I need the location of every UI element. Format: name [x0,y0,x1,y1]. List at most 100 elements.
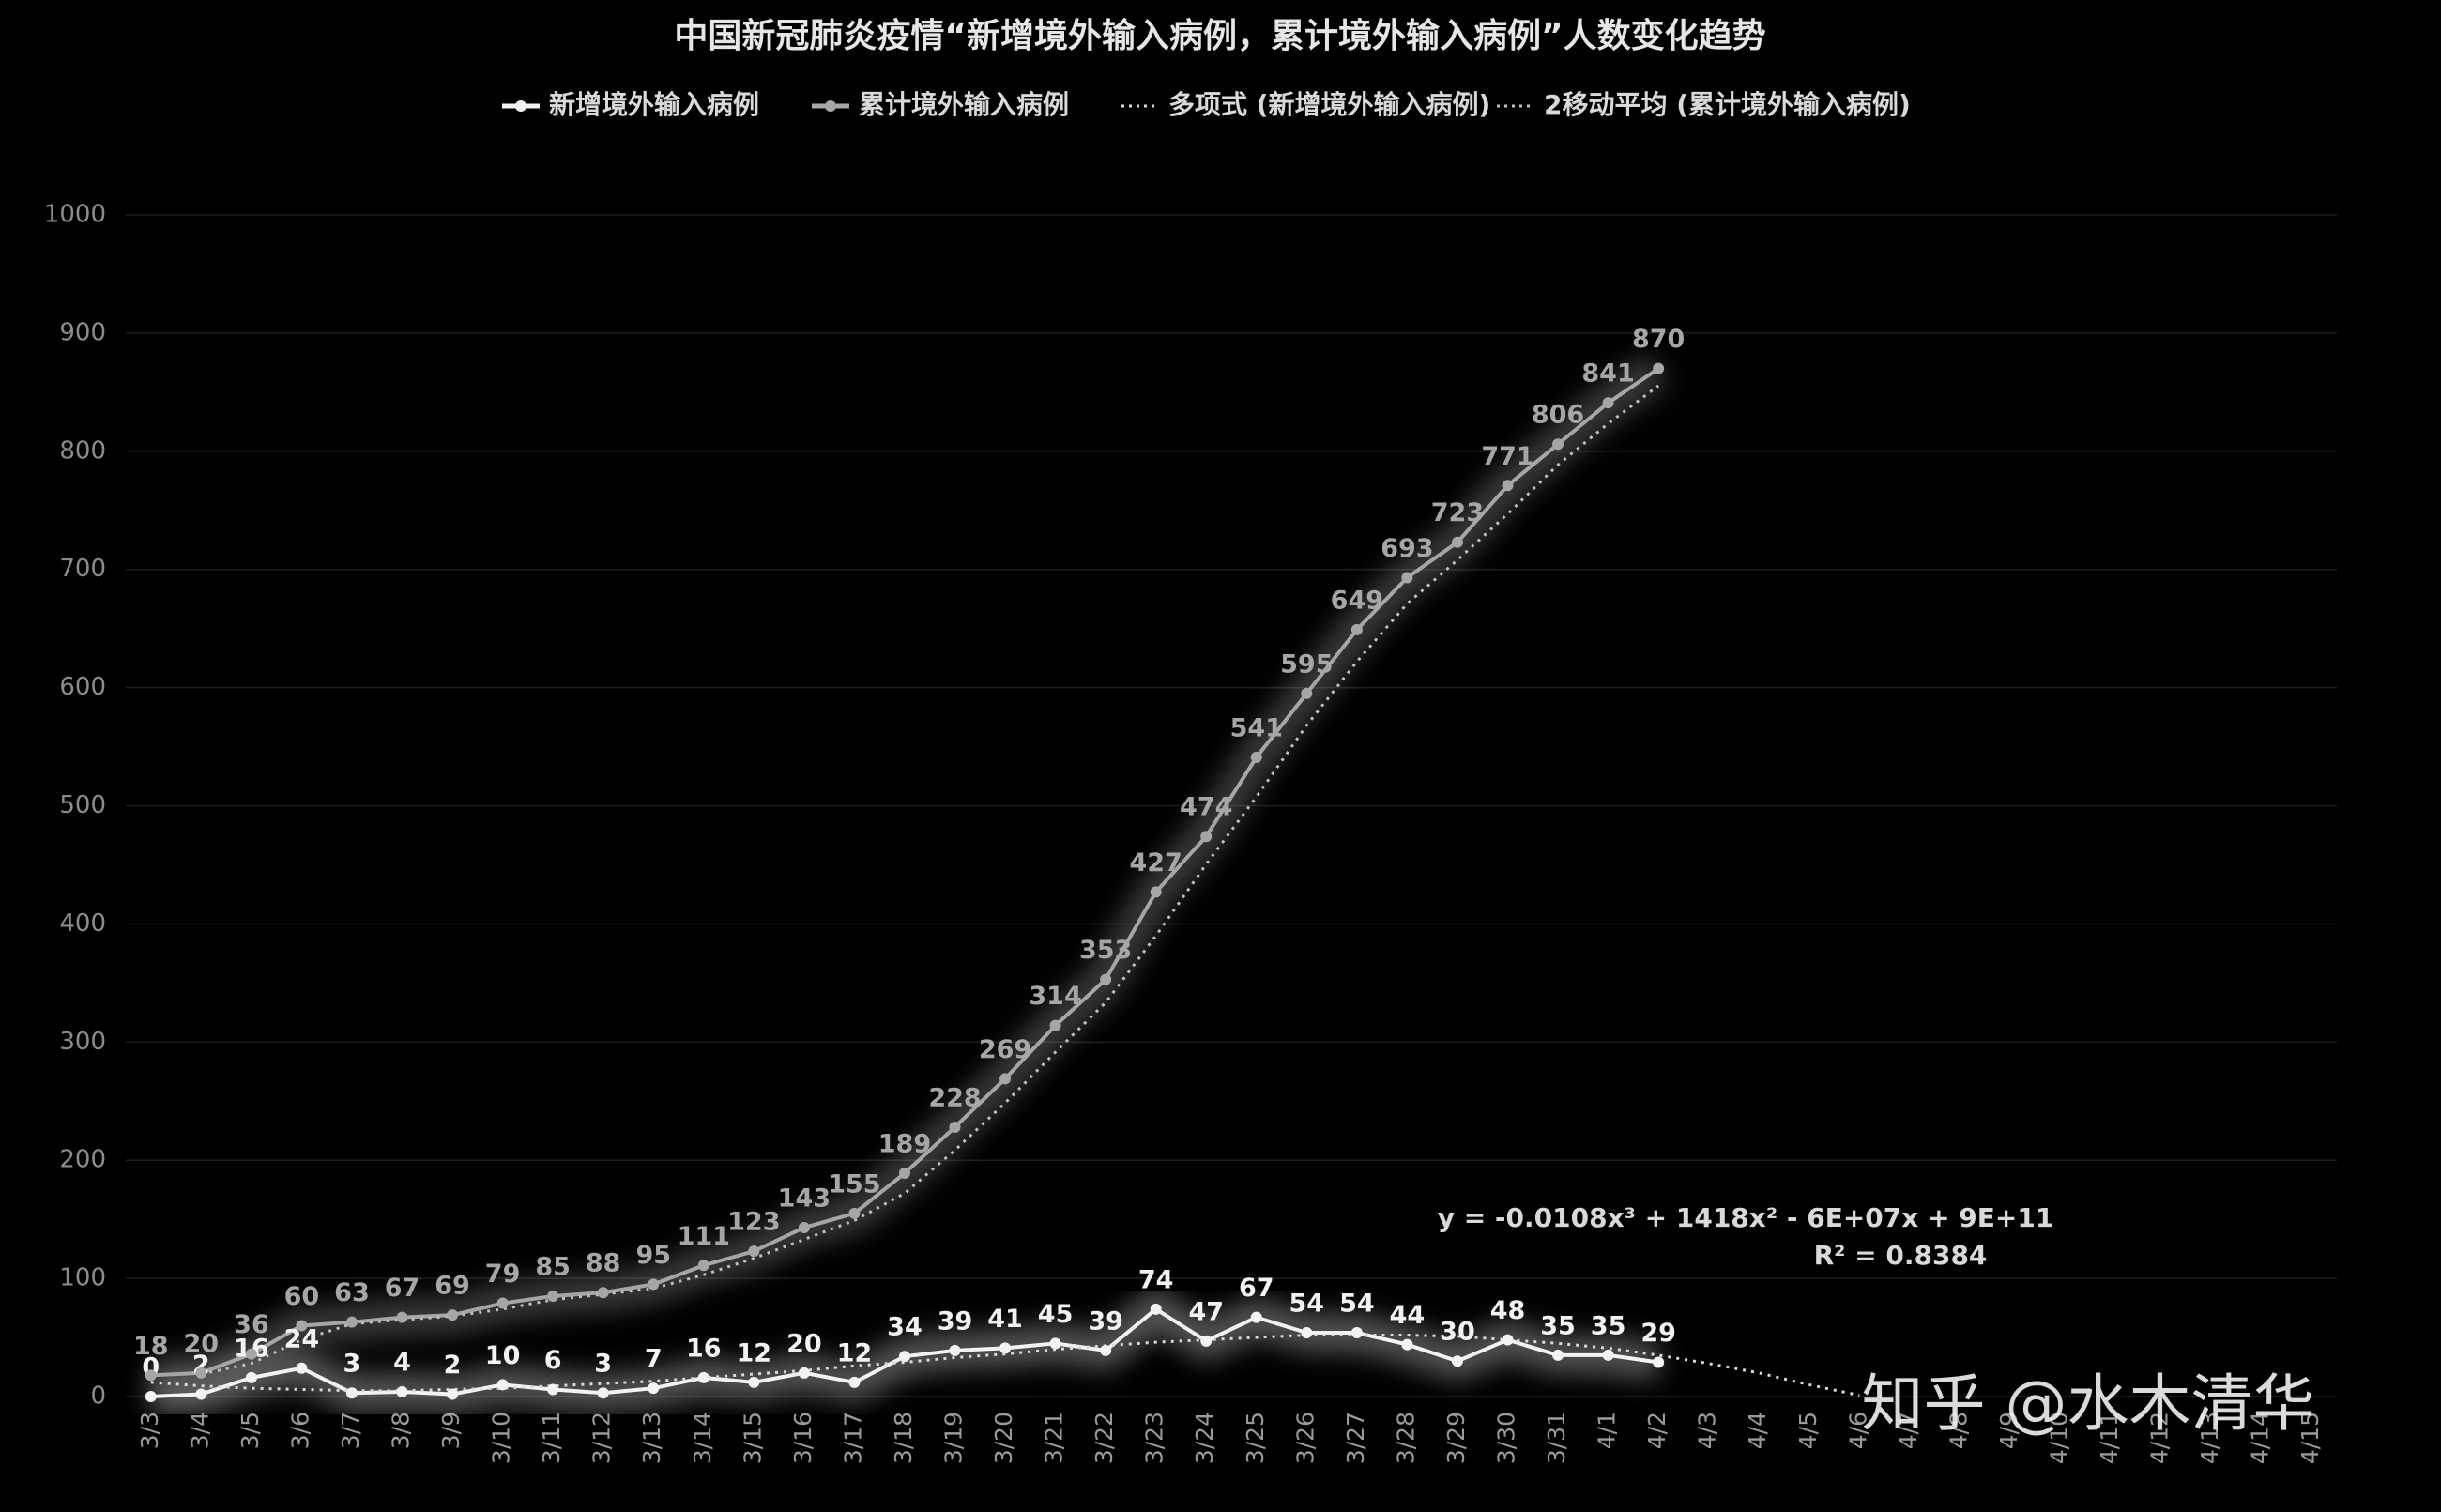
data-label: 595 [1280,649,1333,679]
data-label: 2 [444,1351,462,1380]
point [1049,1019,1061,1031]
x-tick-label: 3/30 [1493,1412,1520,1464]
y-tick-label: 200 [59,1146,106,1174]
y-tick-label: 0 [90,1382,106,1411]
legend-label: 多项式 (新增境外输入病例) [1168,89,1490,120]
x-tick-label: 4/11 [2096,1412,2123,1464]
point [697,1260,709,1272]
point [949,1344,961,1356]
point [296,1320,308,1332]
point [1451,536,1463,548]
point [396,1385,408,1397]
point [1250,1311,1262,1323]
x-tick-label: 4/13 [2196,1412,2223,1464]
point [648,1278,660,1291]
point [145,1391,157,1402]
point [296,1362,308,1374]
point [1653,362,1665,374]
data-label: 85 [535,1252,571,1281]
x-tick-label: 3/22 [1091,1412,1118,1464]
point [496,1379,509,1391]
point [496,1297,509,1309]
x-tick-label: 3/19 [940,1412,968,1464]
data-label: 36 [234,1310,269,1339]
point [949,1121,961,1133]
y-tick-label: 500 [59,791,106,819]
data-label: 67 [1239,1274,1274,1303]
data-label: 95 [635,1241,671,1270]
data-label: 69 [435,1272,470,1301]
x-tick-label: 3/26 [1291,1412,1319,1464]
y-tick-label: 700 [59,555,106,583]
x-tick-label: 3/9 [437,1412,465,1449]
legend-label: 新增境外输入病例 [549,89,759,120]
x-tick-label: 3/15 [739,1412,766,1464]
point [898,1351,910,1363]
data-label: 3 [343,1350,361,1379]
trendline-r2: R² = 0.8384 [1814,1240,1988,1271]
x-tick-label: 4/4 [1744,1412,1771,1449]
data-label: 427 [1129,848,1182,878]
x-tick-label: 4/7 [1895,1412,1922,1449]
data-label: 54 [1339,1290,1375,1319]
point [396,1311,408,1323]
data-label: 79 [485,1260,521,1289]
point [798,1221,810,1233]
point [145,1369,157,1382]
y-tick-label: 900 [59,318,106,346]
data-label: 30 [1440,1318,1475,1347]
data-label: 45 [1038,1300,1074,1329]
x-tick-label: 4/9 [1995,1412,2022,1449]
point [1602,397,1614,409]
legend-label: 累计境外输入病例 [859,89,1069,120]
x-tick-label: 3/21 [1041,1412,1068,1464]
point [245,1348,257,1360]
watermark: 知乎 @水木清华 [1862,1367,2315,1440]
point [1602,1349,1614,1361]
point [1350,623,1363,635]
point [1049,1337,1061,1350]
trend-line [150,1334,1860,1397]
data-label: 41 [987,1305,1023,1334]
x-tick-label: 4/10 [2046,1412,2073,1464]
point [1200,831,1213,843]
legend: 新增境外输入病例 累计境外输入病例 多项式 (新增境外输入病例) 2移动平均 (累计境… [502,89,1911,120]
data-label: 111 [678,1222,730,1251]
point [748,1376,760,1388]
data-label: 143 [778,1184,831,1213]
data-label: 269 [979,1035,1031,1064]
y-tick-label: 800 [59,436,106,465]
point [1552,438,1564,451]
data-label: 474 [1180,793,1232,822]
data-label: 3 [594,1350,612,1379]
x-tick-label: 3/17 [839,1412,866,1464]
y-tick-label: 300 [59,1028,106,1056]
point [848,1207,861,1219]
x-tick-label: 3/31 [1543,1412,1570,1464]
x-tick-label: 3/10 [488,1412,515,1464]
point [1150,1303,1162,1315]
trendline-equation: y = -0.0108x³ + 1418x² - 6E+07x + 9E+11 [1438,1202,2054,1233]
legend-marker [515,100,526,112]
x-tick-label: 3/11 [538,1412,565,1464]
trend-line [201,384,1660,1376]
x-tick-label: 3/12 [588,1412,616,1464]
x-tick-label: 3/29 [1442,1412,1470,1464]
point [1301,1327,1313,1339]
chart-title: 中国新冠肺炎疫情“新增境外输入病例，累计境外输入病例”人数变化趋势 [674,16,1765,55]
data-label: 123 [727,1208,780,1237]
data-label: 189 [878,1130,931,1159]
data-label: 7 [645,1345,663,1374]
x-tick-label: 3/4 [186,1412,213,1449]
legend-label: 2移动平均 (累计境外输入病例) [1544,89,1911,120]
point [1451,1355,1463,1367]
point [1100,1344,1112,1356]
point [447,1388,459,1400]
point [1250,751,1262,763]
x-tick-label: 4/5 [1794,1412,1822,1449]
x-tick-label: 3/23 [1141,1412,1168,1464]
data-label: 39 [1088,1306,1123,1336]
y-tick-label: 1000 [44,201,106,229]
